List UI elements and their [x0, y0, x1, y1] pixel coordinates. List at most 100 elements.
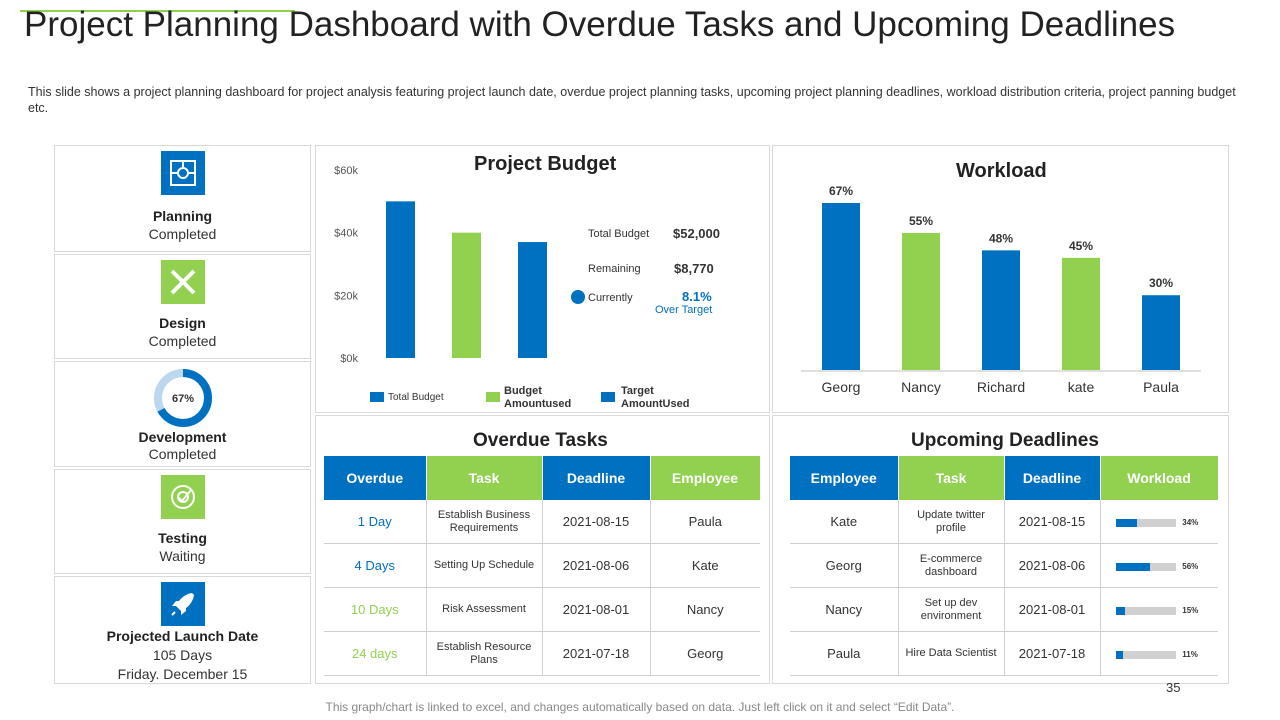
- workload-bar: [1116, 606, 1177, 615]
- workload-cell: 15%: [1100, 587, 1218, 632]
- table-row: 10 Days Risk Assessment 2021-08-01 Nancy: [324, 587, 760, 632]
- legend-label-budget-amountused: Budget Amountused: [504, 385, 572, 410]
- workload-bar: [1116, 650, 1177, 659]
- legend-swatch-total-budget: [370, 392, 384, 402]
- development-card: 67% Development Completed: [54, 361, 311, 467]
- workload-bar-fill: [1116, 518, 1137, 527]
- employee-cell: Paula: [790, 631, 899, 676]
- table-row: Nancy Set up dev environment 2021-08-01 …: [790, 587, 1218, 632]
- deadline-header: Deadline: [1004, 456, 1101, 500]
- task-cell: Update twitter profile: [898, 500, 1005, 544]
- workload-data-label: 30%: [1149, 276, 1173, 290]
- development-title: Development: [138, 429, 227, 445]
- design-card: Design Completed: [54, 254, 311, 359]
- budget-bar: [452, 232, 481, 358]
- legend-label-total-budget: Total Budget: [388, 392, 444, 403]
- employee-header: Employee: [790, 456, 899, 500]
- workload-header: Workload: [1100, 456, 1219, 500]
- employee-cell: Georg: [790, 543, 899, 588]
- task-cell: Risk Assessment: [426, 587, 543, 632]
- budget-ytick-label: $0k: [340, 353, 358, 365]
- task-cell: Set up dev environment: [898, 587, 1005, 632]
- workload-chart: 67% Georg 55% Nancy 48% Richard 45% kate 30% Paul…: [801, 184, 1201, 395]
- blueprint-icon: [161, 151, 205, 195]
- project-budget-panel: Project Budget $0k $20k $40k $60k Total Bud…: [315, 145, 770, 413]
- development-progress-arc: [154, 369, 212, 427]
- budget-bar: [518, 242, 547, 358]
- design-tools-icon: [161, 260, 205, 304]
- deadline-cell: 2021-08-06: [1004, 543, 1101, 588]
- deadline-cell: 2021-07-18: [542, 631, 651, 676]
- workload-cell: 56%: [1100, 543, 1218, 588]
- table-row: 1 Day Establish Business Requirements 20…: [324, 500, 760, 544]
- workload-bar-fill: [1116, 606, 1126, 615]
- employee-cell: Nancy: [790, 587, 899, 632]
- testing-status: Waiting: [159, 548, 206, 564]
- overdue-header: Overdue: [324, 456, 427, 500]
- workload-category-label: Paula: [1143, 379, 1179, 395]
- overdue-tasks-table: Overdue Task Deadline Employee 1 Day Est…: [324, 456, 761, 676]
- employee-cell: Paula: [650, 500, 760, 544]
- upcoming-deadlines-panel: Upcoming Deadlines Employee Task Deadlin…: [772, 415, 1229, 684]
- currently-dot: [571, 290, 585, 304]
- currently-label: Currently: [588, 292, 633, 304]
- workload-bar: [902, 232, 940, 370]
- task-header: Task: [426, 456, 543, 500]
- rocket-icon: [161, 582, 205, 626]
- deadline-header: Deadline: [542, 456, 651, 500]
- upcoming-deadlines-table: Employee Task Deadline Workload Kate Upd…: [790, 456, 1219, 676]
- overdue-cell: 10 Days: [324, 587, 427, 632]
- workload-percent: 34%: [1182, 518, 1199, 528]
- target-icon: [161, 475, 205, 519]
- workload-bar: [1116, 562, 1177, 571]
- launch-date: Friday. December 15: [117, 666, 248, 682]
- employee-cell: Kate: [790, 500, 899, 544]
- deadline-cell: 2021-08-06: [542, 543, 651, 588]
- page-title: Project Planning Dashboard with Overdue …: [24, 5, 1176, 44]
- task-cell: Setting Up Schedule: [426, 543, 543, 588]
- workload-category-label: Georg: [822, 379, 861, 395]
- workload-data-label: 45%: [1069, 239, 1093, 253]
- workload-data-label: 67%: [829, 184, 853, 198]
- planning-card: Planning Completed: [54, 145, 311, 252]
- workload-data-label: 55%: [909, 214, 933, 228]
- overdue-cell: 24 days: [324, 631, 427, 676]
- overdue-tasks-panel: Overdue Tasks Overdue Task Deadline Empl…: [315, 415, 770, 684]
- workload-title: Workload: [956, 160, 1047, 182]
- table-row: Kate Update twitter profile 2021-08-15 3…: [790, 500, 1218, 544]
- planning-status: Completed: [148, 226, 217, 242]
- legend-swatch-budget-amountused: [486, 392, 500, 402]
- workload-percent: 15%: [1182, 606, 1199, 616]
- deadline-cell: 2021-08-01: [1004, 587, 1101, 632]
- workload-category-label: Richard: [977, 379, 1025, 395]
- employee-cell: Kate: [650, 543, 760, 588]
- task-header: Task: [898, 456, 1005, 500]
- over-target-label: Over Target: [655, 304, 713, 316]
- legend-label-target-amountused: Target AmountUsed: [621, 385, 690, 410]
- employee-cell: Nancy: [650, 587, 760, 632]
- workload-percent: 56%: [1182, 562, 1199, 572]
- development-progress-label: 67%: [172, 393, 194, 405]
- testing-title: Testing: [158, 530, 207, 546]
- planning-title: Planning: [152, 208, 213, 224]
- overdue-tasks-title: Overdue Tasks: [473, 430, 608, 451]
- task-cell: Hire Data Scientist: [898, 631, 1005, 676]
- budget-ytick-label: $20k: [334, 290, 358, 302]
- workload-category-label: kate: [1068, 379, 1095, 395]
- workload-bar: [1116, 518, 1177, 527]
- workload-category-label: Nancy: [901, 379, 941, 395]
- design-title: Design: [159, 315, 206, 331]
- deadline-cell: 2021-08-15: [542, 500, 651, 544]
- launch-title: Projected Launch Date: [106, 628, 259, 644]
- development-status: Completed: [148, 446, 217, 462]
- deadline-cell: 2021-08-01: [542, 587, 651, 632]
- workload-bar: [1142, 295, 1180, 370]
- page-number: 35: [1166, 680, 1181, 695]
- workload-data-label: 48%: [989, 231, 1013, 245]
- upcoming-deadlines-title: Upcoming Deadlines: [911, 430, 1099, 451]
- overdue-cell: 1 Day: [324, 500, 427, 544]
- task-cell: E-commerce dashboard: [898, 543, 1005, 588]
- workload-bar-fill: [1116, 650, 1123, 659]
- workload-bar-fill: [1116, 562, 1150, 571]
- deadline-cell: 2021-08-15: [1004, 500, 1101, 544]
